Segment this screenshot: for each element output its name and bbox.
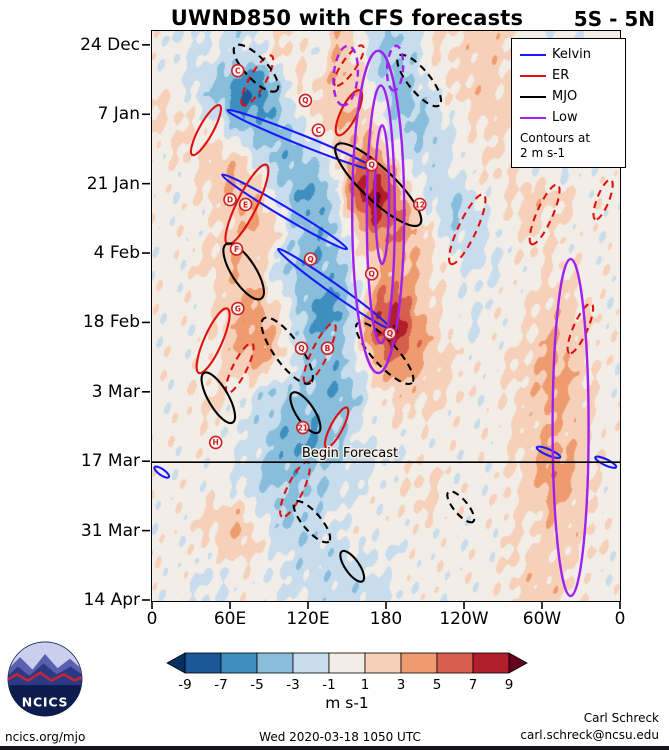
colorbar: -9 -7 -5 -3 -1 1 3 5 7 9 m s-1	[166, 652, 528, 712]
y-tick-label: 18 Feb	[82, 312, 140, 333]
x-tick-label: 120W	[439, 609, 489, 629]
colorbar-right-arrow	[508, 652, 528, 674]
colorbar-tick-label: -1	[322, 677, 335, 693]
legend-label: Low	[552, 110, 578, 125]
colorbar-units-label: m s-1	[325, 694, 369, 712]
colorbar-segment	[256, 652, 294, 674]
colorbar-tick-label: 1	[361, 677, 370, 693]
colorbar-segment	[436, 652, 474, 674]
site-url: ncics.org/mjo	[5, 730, 86, 744]
logo-text: NCICS	[22, 694, 69, 709]
x-tick-label: 60W	[522, 609, 562, 629]
colorbar-segment	[364, 652, 402, 674]
colorbar-segment	[472, 652, 510, 674]
hovmoller-plot: Begin Forecast C Q C Q D E 12 F Q Q G Q B Q 21 H Kelvin E…	[151, 30, 626, 602]
x-tick-label: 0	[614, 609, 626, 629]
legend-item-kelvin: Kelvin	[520, 44, 618, 65]
colorbar-tick-label: -3	[286, 677, 299, 693]
y-tick-label: 24 Dec	[80, 34, 140, 55]
generated-timestamp: Wed 2020-03-18 1050 UTC	[259, 730, 421, 744]
y-tick-label: 31 Mar	[80, 520, 140, 541]
y-tick-label: 17 Mar	[80, 451, 140, 472]
y-tick-label: 7 Jan	[97, 104, 140, 125]
colorbar-segment	[184, 652, 222, 674]
kelvin-line-sample	[520, 53, 546, 56]
er-line-sample	[520, 74, 546, 77]
legend-item-low: Low	[520, 107, 618, 128]
y-tick-label: 4 Feb	[93, 243, 140, 264]
mjo-line-sample	[520, 95, 546, 98]
low-line-sample	[520, 116, 546, 119]
legend-item-mjo: MJO	[520, 86, 618, 107]
colorbar-segment	[400, 652, 438, 674]
colorbar-left-arrow	[166, 652, 186, 674]
x-tick-label: 180	[369, 609, 403, 629]
colorbar-tick-label: -7	[214, 677, 227, 693]
chart-title: UWND850 with CFS forecasts	[170, 6, 524, 30]
y-tick-label: 14 Apr	[83, 590, 140, 610]
author-name: Carl Schreck	[583, 711, 659, 725]
logo-red-zigzag	[8, 671, 82, 682]
colorbar-tick-label: 9	[505, 677, 514, 693]
colorbar-tick-label: -9	[178, 677, 191, 693]
legend-label: Kelvin	[552, 47, 592, 62]
colorbar-segment	[292, 652, 330, 674]
x-tick-label: 120E	[286, 609, 330, 629]
colorbar-tick-label: -5	[250, 677, 263, 693]
ncics-logo: NCICS	[7, 641, 83, 717]
legend-items: Kelvin ER MJO Low	[520, 44, 618, 128]
colorbar-tick-label: 3	[397, 677, 406, 693]
colorbar-segment	[220, 652, 258, 674]
x-tick-label: 0	[146, 609, 158, 629]
legend-label: MJO	[552, 89, 578, 104]
latitude-band-label: 5S - 5N	[573, 7, 655, 31]
legend-contour-note: Contours at 2 m s-1	[520, 131, 591, 160]
x-tick-label: 60E	[213, 609, 247, 629]
y-tick-label: 21 Jan	[86, 173, 140, 194]
author-email: carl.schreck@ncsu.edu	[520, 728, 659, 742]
y-tick-label: 3 Mar	[91, 381, 140, 402]
wave-legend: Kelvin ER MJO Low Contours at 2 m s-1	[511, 38, 626, 168]
colorbar-tick-label: 5	[433, 677, 442, 693]
colorbar-segment	[328, 652, 366, 674]
colorbar-tick-label: 7	[469, 677, 478, 693]
legend-item-er: ER	[520, 65, 618, 86]
bottom-edge-bar	[0, 746, 669, 750]
legend-label: ER	[552, 68, 570, 83]
